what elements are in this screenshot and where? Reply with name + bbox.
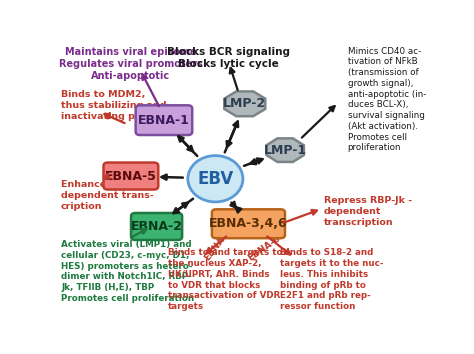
Text: LMP-1: LMP-1 [264, 144, 307, 157]
FancyArrowPatch shape [267, 236, 290, 255]
Text: EBNA-1: EBNA-1 [138, 114, 190, 127]
FancyArrowPatch shape [178, 136, 197, 156]
FancyArrowPatch shape [104, 114, 125, 123]
FancyArrowPatch shape [179, 137, 193, 151]
Text: Activates viral (LMP1) and
cellular (CD23, c-myc, D1,
HES) promoters as hetero-
: Activates viral (LMP1) and cellular (CD2… [61, 240, 194, 303]
FancyBboxPatch shape [131, 213, 182, 240]
FancyArrowPatch shape [230, 202, 236, 207]
Ellipse shape [188, 156, 243, 202]
FancyArrowPatch shape [207, 236, 226, 253]
FancyArrowPatch shape [244, 159, 263, 166]
FancyBboxPatch shape [103, 162, 158, 189]
Text: Repress RBP-Jk -
dependent
transcription: Repress RBP-Jk - dependent transcription [324, 196, 412, 227]
FancyArrowPatch shape [174, 203, 188, 212]
FancyBboxPatch shape [136, 105, 192, 135]
Polygon shape [224, 91, 265, 116]
FancyArrowPatch shape [104, 174, 110, 179]
FancyArrowPatch shape [251, 159, 261, 164]
Text: Enhances EBNA-2-
dependent trans-
cription: Enhances EBNA-2- dependent trans- cripti… [61, 180, 158, 211]
FancyArrowPatch shape [227, 122, 237, 147]
Text: Binds to and targets to
the nucleus XAP-2,
UK/UPRT, AhR. Binds
to VDR that block: Binds to and targets to the nucleus XAP-… [168, 248, 282, 311]
Text: Blocks BCR signaling
Blocks lytic cycle: Blocks BCR signaling Blocks lytic cycle [167, 47, 290, 69]
Polygon shape [266, 138, 304, 162]
FancyArrowPatch shape [225, 121, 238, 152]
FancyArrowPatch shape [230, 68, 237, 90]
FancyArrowPatch shape [302, 106, 335, 138]
Text: EBNA-2: EBNA-2 [131, 220, 182, 233]
Text: Binds to S18-2 and
targets it to the nuc-
leus. This inhibits
binding of pRb to
: Binds to S18-2 and targets it to the nuc… [280, 248, 383, 311]
FancyArrowPatch shape [283, 210, 317, 223]
FancyArrowPatch shape [235, 206, 241, 212]
Text: EBNA-6: EBNA-6 [246, 234, 282, 263]
Text: EBNA-3,4,6: EBNA-3,4,6 [209, 217, 288, 230]
FancyBboxPatch shape [212, 209, 285, 238]
FancyArrowPatch shape [173, 199, 193, 213]
FancyArrowPatch shape [143, 74, 159, 106]
Text: Maintains viral episome
Regulates viral promoters
Anti-apoptotic: Maintains viral episome Regulates viral … [59, 47, 203, 81]
Text: EBNA-5: EBNA-5 [105, 170, 157, 183]
Text: LMP-2: LMP-2 [223, 97, 266, 110]
Text: EBV: EBV [197, 170, 234, 188]
Text: EBNA-3: EBNA-3 [203, 227, 233, 262]
FancyArrowPatch shape [162, 175, 183, 179]
Text: Mimics CD40 ac-
tivation of NFkB
(transmission of
growth signal),
anti-apoptotic: Mimics CD40 ac- tivation of NFkB (transm… [347, 47, 426, 152]
FancyArrowPatch shape [131, 229, 146, 238]
Text: Binds to MDM2,
thus stabilizing and
inactivating p53: Binds to MDM2, thus stabilizing and inac… [61, 90, 166, 121]
